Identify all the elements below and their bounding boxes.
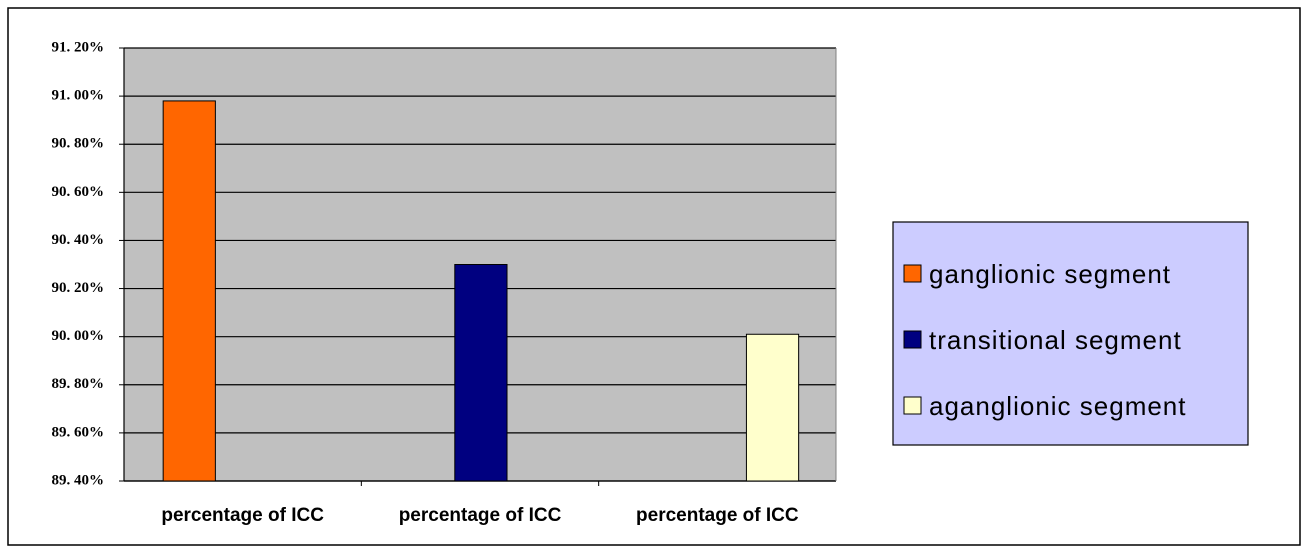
- x-tick-label: percentage of ICC: [636, 505, 799, 526]
- bar: [454, 264, 508, 482]
- x-tick-label: percentage of ICC: [161, 505, 324, 526]
- y-tick-label: 89. 60%: [52, 424, 105, 440]
- y-tick-label: 89. 80%: [52, 376, 105, 392]
- x-tick-label: percentage of ICC: [399, 505, 562, 526]
- legend-swatch: [903, 330, 922, 349]
- y-tick-label: 90. 80%: [52, 136, 105, 152]
- legend-label: aganglionic segment: [929, 391, 1187, 421]
- y-tick-label: 89. 40%: [52, 472, 105, 488]
- y-tick-label: 90. 60%: [52, 184, 105, 200]
- y-tick-label: 91. 20%: [52, 39, 105, 55]
- legend-label: transitional segment: [929, 325, 1182, 355]
- y-tick-label: 91. 00%: [52, 88, 105, 104]
- legend-box: [892, 221, 1249, 446]
- y-tick-label: 90. 20%: [52, 280, 105, 296]
- y-tick-label: 90. 40%: [52, 232, 105, 248]
- legend-swatch: [903, 264, 922, 283]
- bar: [745, 333, 800, 482]
- legend-label: ganglionic segment: [929, 259, 1171, 289]
- y-tick-label: 90. 00%: [52, 328, 105, 344]
- bar: [162, 100, 216, 482]
- legend-swatch: [903, 396, 922, 415]
